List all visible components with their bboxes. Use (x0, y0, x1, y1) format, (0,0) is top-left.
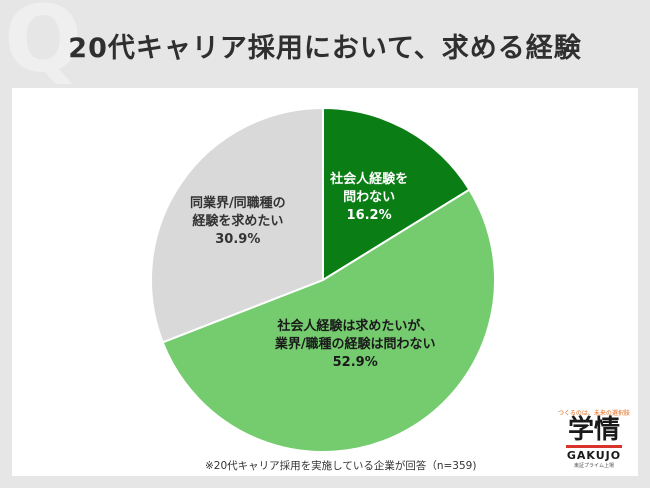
slice-value-label-0: 16.2% (347, 208, 392, 223)
pie-slice-0 (322, 106, 471, 282)
slice-label-2-1: 経験を求めたい (192, 213, 283, 229)
footnote: ※20代キャリア採用を実施している企業が回答（n=359) (205, 460, 477, 472)
slice-label-2-0: 同業界/同職種の (190, 195, 286, 211)
logo-tagline: つくるのは、未来の選択肢 (558, 410, 630, 417)
slice-label-0-1: 問わない (343, 190, 395, 205)
slice-value-label-2: 30.9% (215, 232, 260, 247)
pie-slice-1 (161, 188, 496, 453)
q-mark: Q (4, 0, 83, 93)
slice-value-label-1: 52.9% (333, 355, 378, 370)
slice-label-1-1: 業界/職種の経験は問わない (274, 336, 436, 352)
slice-label-0-0: 社会人経験を (329, 171, 408, 187)
logo-roman: GAKUJO (566, 449, 622, 463)
logo-sub: 東証プライム上場 (574, 463, 614, 470)
pie-slice-2 (150, 106, 324, 344)
page-title: 20代キャリア採用において、求める経験 (68, 33, 582, 64)
logo-kanji: 学情 (567, 415, 620, 445)
gakujo-logo: つくるのは、未来の選択肢 学情 GAKUJO 東証プライム上場 (558, 408, 630, 469)
slice-label-1-0: 社会人経験は求めたいが、 (276, 318, 433, 334)
logo-bar (566, 445, 622, 449)
